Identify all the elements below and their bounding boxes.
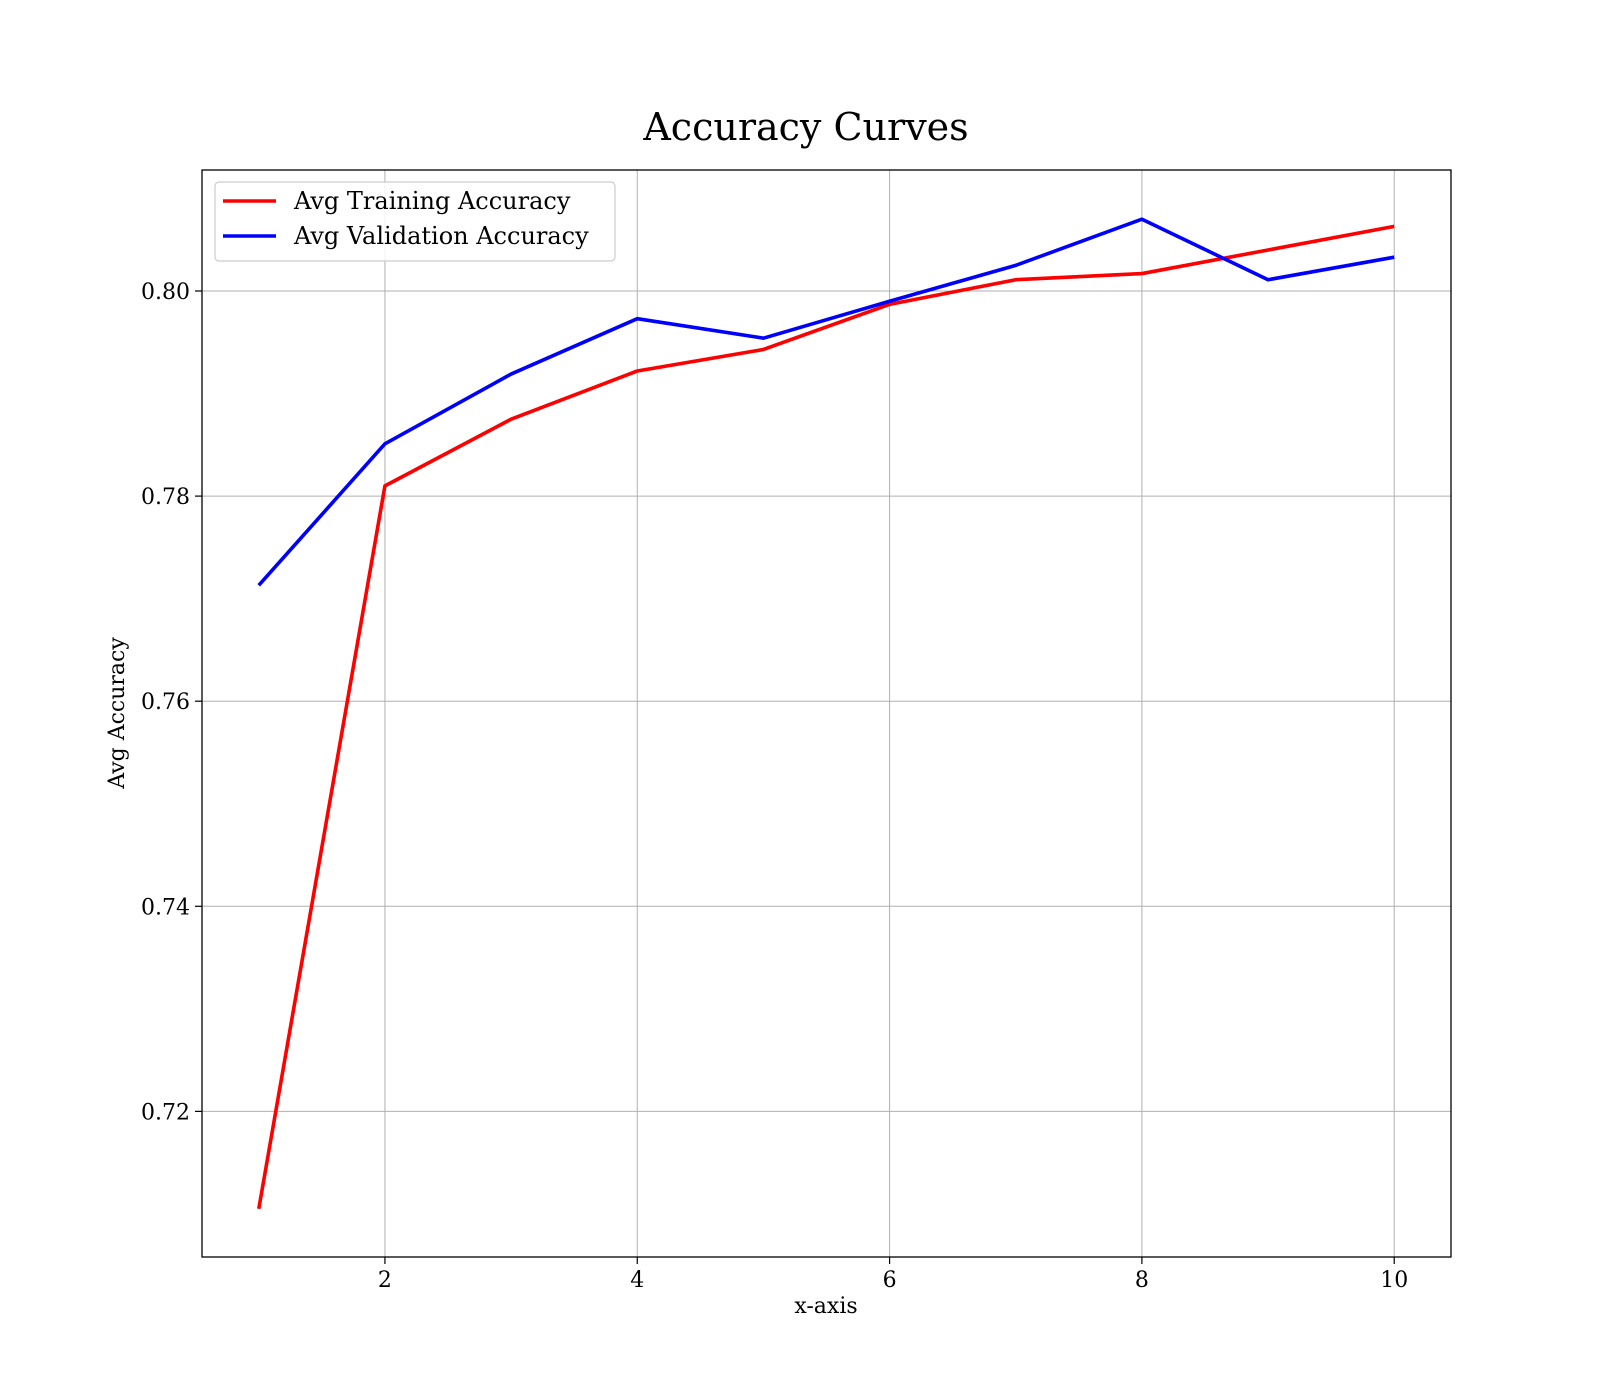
series-line-training [256,224,1395,1210]
x-tick-label: 10 [1380,1268,1408,1293]
series-lines [256,217,1395,1210]
y-tick-label: 0.80 [141,280,190,305]
x-tick-label: 8 [1135,1268,1149,1293]
y-tick-label: 0.72 [141,1100,190,1125]
y-axis-title: Avg Accuracy [105,637,130,790]
y-tick-label: 0.74 [141,895,190,920]
legend-label-training: Avg Training Accuracy [293,187,571,215]
series-line-validation [257,217,1395,587]
y-tick-label: 0.76 [141,690,190,715]
legend-box [214,181,616,262]
x-axis-ticks: 2 4 6 8 10 [378,1257,1408,1293]
chart-legend: Avg Training Accuracy Avg Validation Accu… [214,181,616,262]
legend-entries: Avg Training Accuracy Avg Validation Accu… [223,187,589,250]
y-axis-ticks: 0.72 0.74 0.76 0.78 0.80 [141,280,202,1125]
x-tick-label: 4 [630,1268,644,1293]
x-tick-label: 2 [378,1268,392,1293]
x-tick-label: 6 [883,1268,897,1293]
x-axis-title: x-axis [794,1294,857,1319]
grid-lines [202,170,1451,1257]
legend-label-validation: Avg Validation Accuracy [293,222,589,250]
chart-title: Accuracy Curves [642,105,968,149]
y-tick-label: 0.78 [141,485,190,510]
plot-area-frame [201,169,1452,1258]
